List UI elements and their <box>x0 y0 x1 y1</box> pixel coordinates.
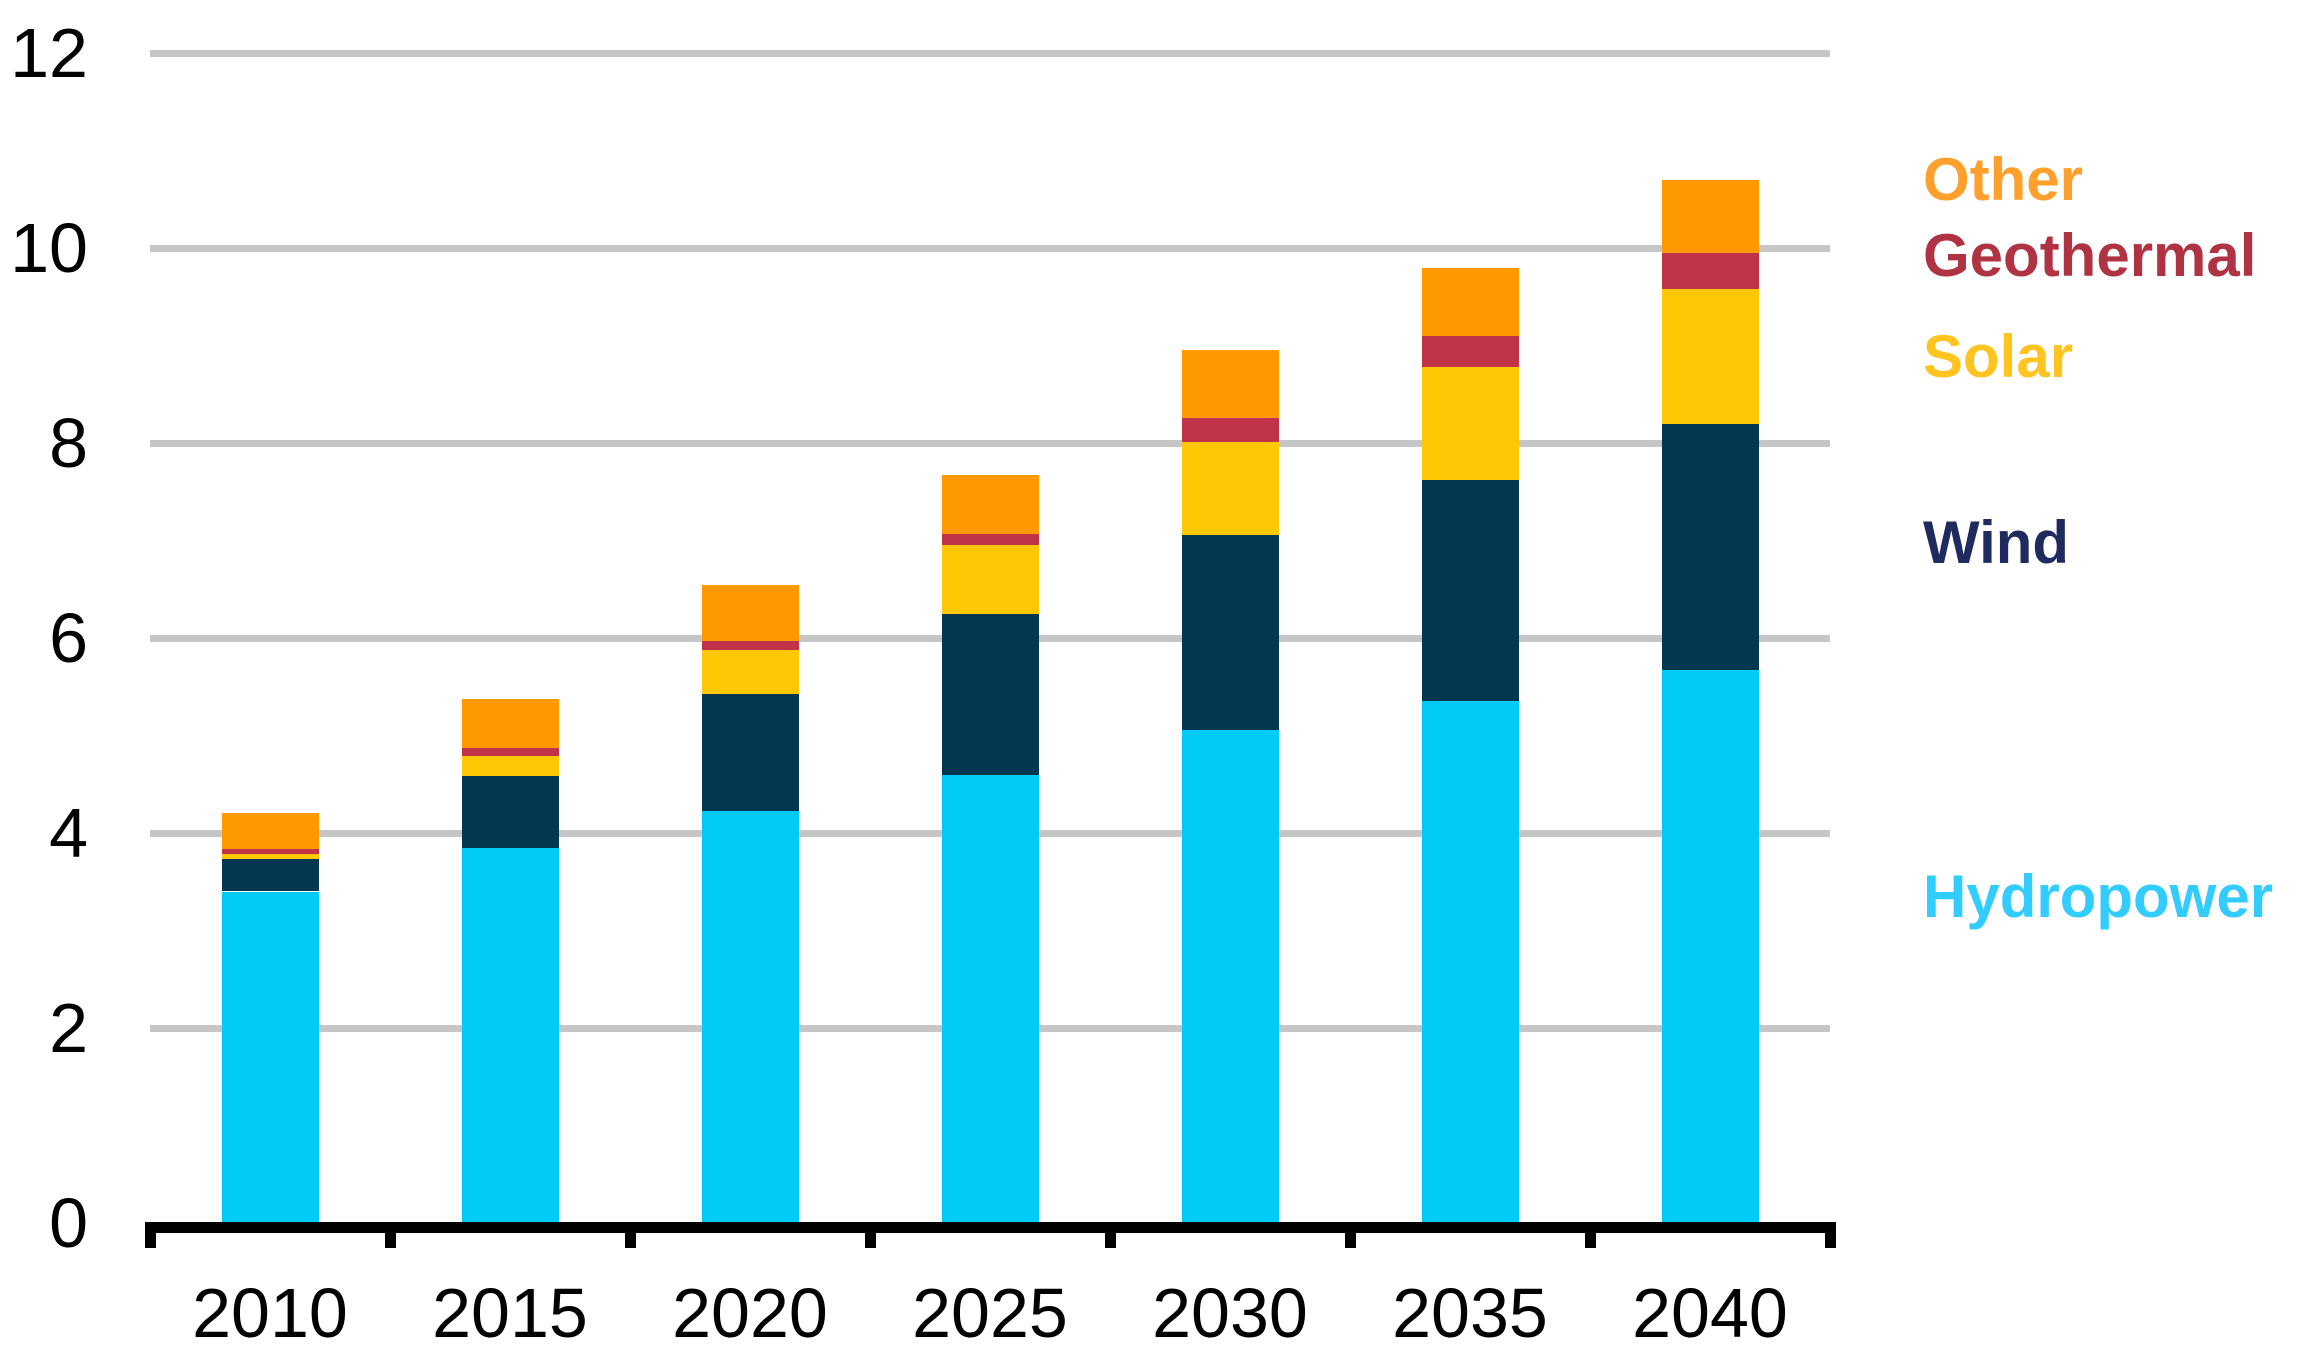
x-axis-tick <box>1345 1222 1356 1248</box>
bar-segment-wind-2025 <box>941 613 1039 776</box>
x-axis-tick <box>865 1222 876 1248</box>
x-axis-tick-label: 2040 <box>1632 1274 1788 1352</box>
x-axis-tick <box>1105 1222 1116 1248</box>
bar-segment-other-2035 <box>1421 267 1519 336</box>
bar-segment-solar-2040 <box>1661 288 1759 425</box>
bar-segment-geothermal-2010 <box>221 848 319 855</box>
x-axis-tick-label: 2035 <box>1392 1274 1548 1352</box>
y-axis-tick-label: 0 <box>49 1184 88 1262</box>
legend-item-wind: Wind <box>1923 509 2070 576</box>
bar-segment-hydropower-2020 <box>701 810 799 1223</box>
bar-segment-geothermal-2020 <box>701 640 799 650</box>
bar-segment-hydropower-2040 <box>1661 670 1759 1223</box>
y-axis-tick-label: 12 <box>10 14 88 92</box>
bar-segment-other-2020 <box>701 585 799 641</box>
gridline-12 <box>150 50 1830 57</box>
bar-segment-geothermal-2040 <box>1661 252 1759 289</box>
bar-segment-hydropower-2030 <box>1181 729 1279 1223</box>
x-axis-tick-label: 2020 <box>672 1274 828 1352</box>
y-axis-tick-label: 10 <box>10 209 88 287</box>
gridline-10 <box>150 245 1830 252</box>
y-axis-tick-label: 2 <box>49 989 88 1067</box>
y-axis-tick-label: 6 <box>49 599 88 677</box>
bar-segment-hydropower-2010 <box>221 891 319 1223</box>
bar-segment-other-2040 <box>1661 179 1759 253</box>
bar-segment-other-2015 <box>461 699 559 749</box>
bar-segment-other-2025 <box>941 475 1039 534</box>
bar-segment-wind-2035 <box>1421 480 1519 702</box>
legend-item-geothermal: Geothermal <box>1923 222 2257 289</box>
x-axis-tick-label: 2025 <box>912 1274 1068 1352</box>
bar-segment-wind-2030 <box>1181 534 1279 730</box>
bar-segment-hydropower-2025 <box>941 775 1039 1223</box>
bar-segment-solar-2035 <box>1421 366 1519 481</box>
bar-segment-solar-2020 <box>701 649 799 694</box>
legend-item-other: Other <box>1923 146 2084 213</box>
bar-segment-other-2010 <box>221 812 319 849</box>
bar-segment-solar-2010 <box>221 854 319 860</box>
x-axis-tick <box>625 1222 636 1248</box>
bar-segment-wind-2010 <box>221 859 319 892</box>
x-axis-tick <box>385 1222 396 1248</box>
bar-segment-other-2030 <box>1181 350 1279 418</box>
x-axis-tick <box>1585 1222 1596 1248</box>
bar-segment-hydropower-2015 <box>461 847 559 1223</box>
bar-segment-hydropower-2035 <box>1421 701 1519 1223</box>
x-axis-tick-label: 2015 <box>432 1274 588 1352</box>
x-axis-line <box>147 1222 1833 1233</box>
bar-segment-geothermal-2035 <box>1421 335 1519 367</box>
bar-segment-wind-2015 <box>461 776 559 848</box>
legend-item-hydropower: Hydropower <box>1923 863 2274 930</box>
bar-segment-solar-2025 <box>941 545 1039 614</box>
x-axis-tick <box>145 1222 156 1248</box>
bar-segment-solar-2030 <box>1181 442 1279 535</box>
legend-item-solar: Solar <box>1923 323 2074 390</box>
bar-segment-geothermal-2030 <box>1181 417 1279 443</box>
gridline-8 <box>150 440 1830 447</box>
bar-segment-geothermal-2015 <box>461 748 559 756</box>
bar-segment-wind-2040 <box>1661 424 1759 671</box>
bar-segment-solar-2015 <box>461 755 559 777</box>
y-axis-tick-label: 4 <box>49 794 88 872</box>
bar-segment-geothermal-2025 <box>941 533 1039 546</box>
x-axis-tick-label: 2030 <box>1152 1274 1308 1352</box>
y-axis-tick-label: 8 <box>49 404 88 482</box>
bar-segment-wind-2020 <box>701 693 799 811</box>
x-axis-tick <box>1825 1222 1836 1248</box>
x-axis-tick-label: 2010 <box>192 1274 348 1352</box>
